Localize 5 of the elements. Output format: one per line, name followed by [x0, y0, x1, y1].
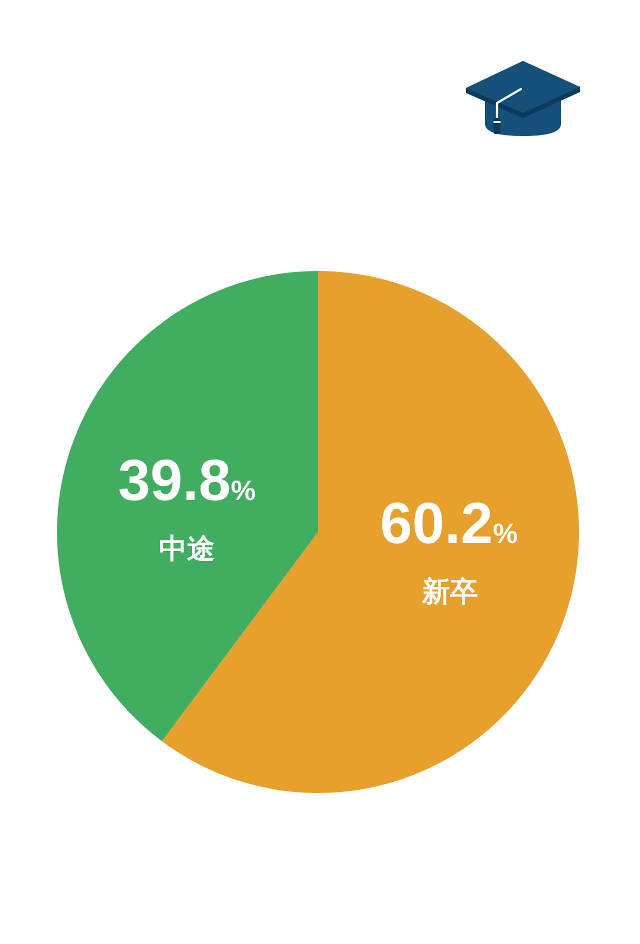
data-label: 60.2% [380, 491, 518, 556]
slice-label: 新卒 [421, 576, 478, 607]
slice-label: 中途 [159, 533, 215, 564]
pie-slice [57, 271, 318, 742]
data-label: 39.8% [118, 448, 256, 513]
